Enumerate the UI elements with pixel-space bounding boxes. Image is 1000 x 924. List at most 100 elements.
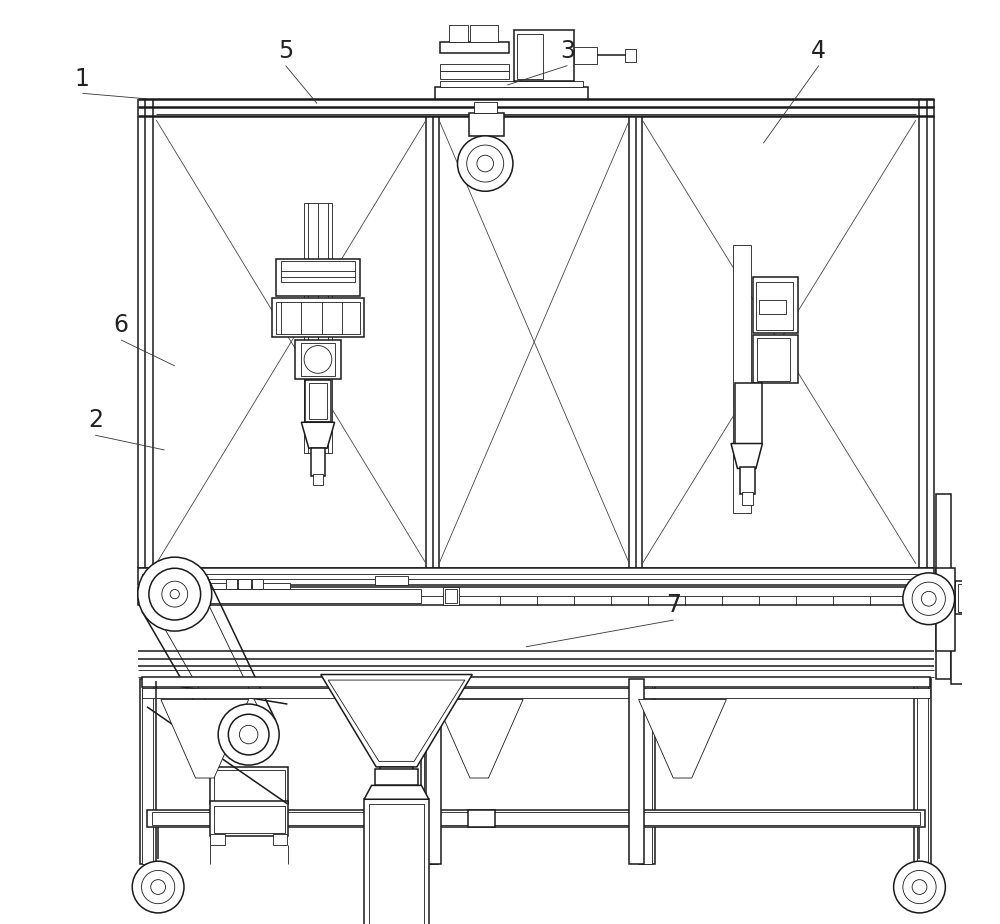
- Bar: [375, 769, 418, 785]
- Bar: [311, 448, 325, 476]
- Circle shape: [457, 136, 513, 191]
- Bar: [273, 834, 287, 845]
- Bar: [210, 767, 288, 804]
- Bar: [138, 587, 934, 605]
- Circle shape: [149, 568, 201, 620]
- Bar: [276, 259, 360, 296]
- Circle shape: [304, 346, 332, 373]
- Bar: [140, 679, 156, 864]
- Bar: [295, 340, 341, 379]
- Bar: [735, 383, 762, 444]
- Bar: [753, 277, 798, 333]
- Bar: [753, 335, 798, 383]
- Polygon shape: [731, 444, 762, 468]
- Bar: [152, 812, 920, 825]
- Circle shape: [912, 880, 927, 894]
- Polygon shape: [301, 422, 335, 448]
- Circle shape: [239, 725, 258, 744]
- Bar: [917, 679, 928, 864]
- Bar: [470, 25, 498, 42]
- Bar: [307, 203, 329, 453]
- Bar: [629, 679, 644, 864]
- Circle shape: [477, 155, 494, 172]
- Polygon shape: [364, 785, 429, 799]
- Circle shape: [228, 714, 269, 755]
- Circle shape: [151, 880, 166, 894]
- Bar: [142, 574, 930, 579]
- Bar: [958, 584, 986, 612]
- Bar: [443, 587, 459, 605]
- Polygon shape: [321, 675, 472, 767]
- Text: 1: 1: [75, 67, 90, 91]
- Circle shape: [467, 145, 504, 182]
- Bar: [440, 42, 509, 53]
- Bar: [313, 474, 323, 485]
- Bar: [380, 767, 413, 795]
- Bar: [517, 34, 543, 79]
- Bar: [147, 810, 925, 827]
- Bar: [440, 81, 583, 87]
- Bar: [445, 589, 457, 603]
- Bar: [742, 492, 753, 505]
- Bar: [426, 679, 441, 864]
- Bar: [281, 261, 355, 282]
- Bar: [440, 64, 509, 71]
- Text: 4: 4: [811, 39, 826, 63]
- Bar: [142, 589, 421, 603]
- Bar: [756, 282, 793, 330]
- Text: 7: 7: [666, 593, 681, 617]
- Bar: [309, 383, 327, 419]
- Bar: [469, 113, 504, 136]
- Polygon shape: [639, 699, 726, 778]
- Circle shape: [218, 704, 279, 765]
- Circle shape: [162, 581, 188, 607]
- Bar: [214, 806, 285, 833]
- Bar: [641, 679, 652, 864]
- Bar: [759, 300, 786, 314]
- Bar: [253, 583, 290, 589]
- Bar: [226, 579, 237, 589]
- Text: 3: 3: [560, 39, 575, 63]
- Bar: [364, 799, 429, 924]
- Circle shape: [138, 557, 212, 631]
- Polygon shape: [161, 699, 249, 778]
- Circle shape: [894, 861, 945, 913]
- Bar: [474, 102, 497, 113]
- Circle shape: [903, 573, 955, 625]
- Bar: [914, 679, 931, 864]
- Bar: [304, 203, 308, 453]
- Bar: [951, 591, 971, 684]
- Bar: [639, 679, 655, 864]
- Circle shape: [132, 861, 184, 913]
- Text: 6: 6: [114, 313, 129, 337]
- Text: 2: 2: [88, 408, 103, 432]
- Bar: [193, 583, 249, 589]
- Bar: [421, 679, 438, 864]
- Bar: [440, 71, 509, 79]
- Bar: [449, 25, 468, 42]
- Bar: [210, 801, 288, 836]
- Bar: [740, 467, 755, 494]
- Bar: [733, 245, 751, 513]
- Bar: [238, 579, 251, 589]
- Bar: [625, 49, 636, 62]
- Bar: [210, 834, 225, 845]
- Bar: [301, 343, 335, 376]
- Circle shape: [921, 591, 936, 606]
- Circle shape: [170, 590, 179, 599]
- Text: 5: 5: [278, 39, 293, 63]
- Bar: [936, 568, 955, 651]
- Bar: [955, 581, 990, 614]
- Bar: [757, 338, 790, 381]
- Bar: [305, 380, 331, 422]
- Bar: [328, 203, 332, 453]
- Bar: [142, 677, 930, 687]
- Bar: [142, 679, 153, 864]
- Bar: [252, 579, 263, 589]
- Bar: [435, 87, 588, 99]
- Circle shape: [141, 870, 175, 904]
- Bar: [272, 298, 364, 337]
- Polygon shape: [435, 699, 523, 778]
- Bar: [574, 47, 597, 64]
- Bar: [375, 576, 408, 585]
